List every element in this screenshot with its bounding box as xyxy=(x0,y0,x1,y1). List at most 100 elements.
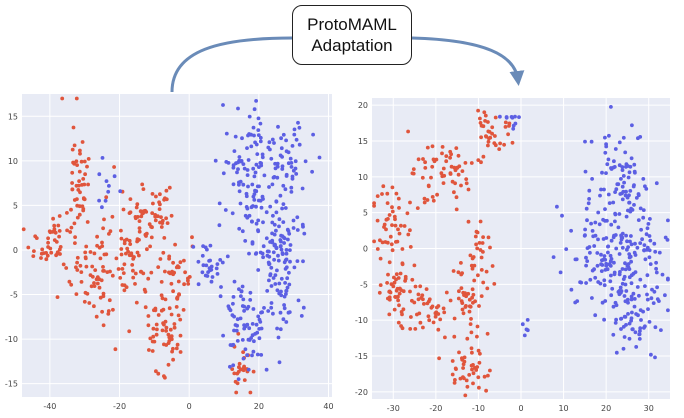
left-point-class_a xyxy=(167,185,172,190)
left-point-class_a xyxy=(31,254,36,258)
right-point-class_a xyxy=(410,277,415,282)
left-point-class_a xyxy=(153,218,158,223)
left-point-class_b xyxy=(256,229,261,234)
left-point-class_b xyxy=(300,186,305,191)
left-point-class_a xyxy=(70,181,74,185)
right-point-class_a xyxy=(435,192,439,197)
right-y-tick-label: -5 xyxy=(360,280,368,289)
left-point-class_a xyxy=(39,256,43,260)
left-point-class_a xyxy=(83,255,88,260)
right-point-class_a xyxy=(384,217,389,222)
left-point-class_b xyxy=(236,167,240,172)
right-point-class_b xyxy=(608,259,613,264)
left-point-class_b xyxy=(258,121,263,126)
adaptation-arrow xyxy=(170,36,518,93)
right-point-class_b xyxy=(596,237,600,242)
right-point-class_a xyxy=(459,261,463,265)
right-point-class_b xyxy=(596,280,601,284)
right-point-class_a xyxy=(467,309,472,314)
right-point-class_b xyxy=(498,114,502,119)
left-point-class_a xyxy=(150,349,155,353)
left-point-class_a xyxy=(82,159,87,164)
right-point-class_a xyxy=(409,315,413,319)
right-point-class_b xyxy=(645,245,650,250)
right-point-class_b xyxy=(611,200,616,205)
left-point-class_a xyxy=(236,331,241,336)
right-point-class_b xyxy=(654,260,658,265)
left-point-class_a xyxy=(174,265,179,270)
left-point-class_b xyxy=(280,164,285,169)
right-point-class_b xyxy=(636,136,640,141)
left-point-class_a xyxy=(127,329,132,334)
left-point-class_b xyxy=(191,245,196,249)
left-point-class_b xyxy=(235,323,240,328)
right-point-class_a xyxy=(378,238,382,243)
right-point-class_a xyxy=(440,145,445,149)
left-point-class_a xyxy=(164,329,169,333)
right-point-class_a xyxy=(388,290,393,295)
left-point-class_b xyxy=(245,306,250,311)
left-point-class_b xyxy=(294,172,299,176)
left-point-class_b xyxy=(286,150,291,155)
left-point-class_a xyxy=(233,379,238,384)
left-point-class_b xyxy=(255,352,260,357)
left-point-class_a xyxy=(158,220,162,225)
left-point-class_a xyxy=(165,221,170,226)
left-point-class_a xyxy=(154,194,158,199)
left-point-class_b xyxy=(277,281,282,286)
right-point-class_b xyxy=(633,253,638,257)
left-point-class_a xyxy=(67,279,72,284)
left-point-class_b xyxy=(107,184,111,188)
left-point-class_a xyxy=(74,183,79,188)
left-point-class_a xyxy=(158,257,163,261)
right-point-class_a xyxy=(400,262,405,267)
left-point-class_b xyxy=(273,166,278,171)
right-point-class_a xyxy=(476,348,481,353)
right-point-class_b xyxy=(524,327,529,332)
left-point-class_b xyxy=(208,243,213,248)
left-point-class_b xyxy=(284,289,289,293)
left-point-class_b xyxy=(270,137,275,142)
left-point-class_b xyxy=(266,145,271,150)
right-point-class_a xyxy=(492,141,497,146)
left-point-class_a xyxy=(77,204,82,209)
left-point-class_b xyxy=(256,133,261,138)
left-point-class_a xyxy=(65,228,69,233)
right-point-class_a xyxy=(418,320,423,325)
left-point-class_a xyxy=(140,182,145,187)
right-point-class_b xyxy=(623,315,628,319)
left-point-class_a xyxy=(175,342,180,347)
right-point-class_b xyxy=(590,229,595,233)
left-x-tick-label: 20 xyxy=(254,402,264,411)
left-point-class_b xyxy=(251,125,256,130)
left-y-tick-label: -5 xyxy=(10,291,18,300)
left-point-class_a xyxy=(146,276,151,281)
left-point-class_b xyxy=(250,219,254,224)
right-point-class_a xyxy=(385,281,389,285)
left-point-class_b xyxy=(257,327,262,331)
right-point-class_b xyxy=(638,277,643,282)
left-point-class_a xyxy=(169,281,174,286)
right-point-class_b xyxy=(606,244,611,249)
left-point-class_b xyxy=(245,353,250,358)
left-point-class_b xyxy=(218,258,223,262)
left-point-class_b xyxy=(282,294,287,299)
left-point-class_b xyxy=(214,266,219,271)
right-point-class_b xyxy=(612,165,617,169)
left-point-class_a xyxy=(65,211,69,215)
left-point-class_b xyxy=(264,210,269,215)
right-point-class_a xyxy=(410,298,414,303)
right-point-class_b xyxy=(635,285,640,289)
left-point-class_b xyxy=(250,353,254,358)
left-point-class_a xyxy=(87,301,92,305)
right-point-class_b xyxy=(666,218,670,223)
right-point-class_b xyxy=(608,279,613,284)
left-point-class_b xyxy=(278,153,283,158)
left-point-class_b xyxy=(254,251,259,256)
left-point-class_a xyxy=(242,364,247,369)
left-point-class_a xyxy=(95,234,99,239)
left-point-class_a xyxy=(131,275,136,280)
right-point-class_a xyxy=(481,124,486,129)
left-point-class_a xyxy=(77,179,81,184)
right-x-tick-label: 30 xyxy=(644,404,654,413)
